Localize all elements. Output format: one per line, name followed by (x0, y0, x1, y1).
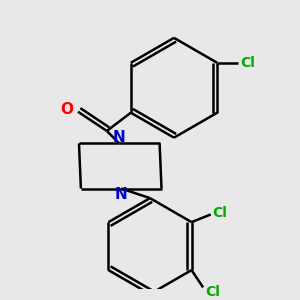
Text: Cl: Cl (205, 285, 220, 299)
Text: N: N (115, 187, 128, 202)
Text: N: N (113, 130, 126, 145)
Text: Cl: Cl (240, 56, 255, 70)
Text: Cl: Cl (213, 206, 227, 220)
Text: O: O (60, 102, 73, 117)
